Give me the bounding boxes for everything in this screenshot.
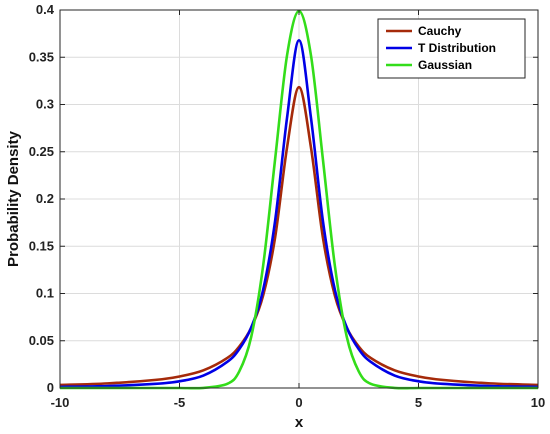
legend-label: Gaussian [418,58,472,72]
legend-label: T Distribution [418,41,496,55]
y-tick-label: 0.3 [36,97,54,112]
legend-label: Cauchy [418,24,462,38]
series-line-t-distribution [59,38,539,389]
series-line-cauchy [59,85,539,387]
y-tick-label: 0.25 [29,144,54,159]
x-axis-label: x [295,414,304,431]
legend: Cauchy T Distribution Gaussian [377,18,526,79]
y-tick-label: 0.4 [36,2,55,17]
y-tick-label: 0.35 [29,49,54,64]
y-tick-label: 0.1 [36,286,54,301]
y-tick-label: 0.05 [29,333,54,348]
x-tick-label: -5 [174,395,186,410]
x-tick-label: 10 [531,395,545,410]
x-tick-label: -10 [51,395,70,410]
y-axis-label: Probability Density [5,130,22,267]
axis-ticks: 0 0.05 0.1 0.15 0.2 0.25 0.3 0.35 0.4 -10 -5 0 5 10 [29,2,546,410]
y-tick-label: 0.2 [36,191,54,206]
x-tick-label: 5 [415,395,422,410]
y-tick-label: 0.15 [29,238,54,253]
x-tick-label: 0 [295,395,302,410]
y-tick-label: 0 [47,380,54,395]
